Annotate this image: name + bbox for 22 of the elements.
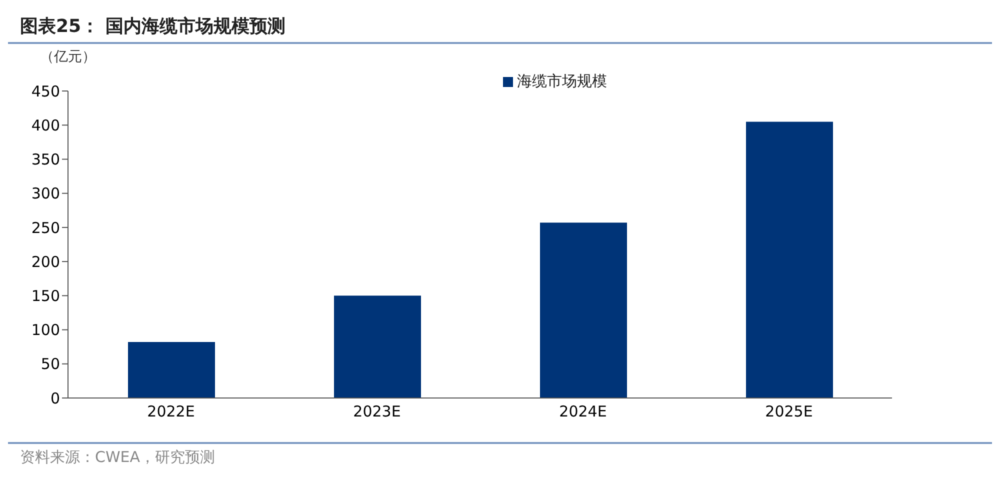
- y-tick-label: 0: [50, 389, 60, 408]
- y-tick-label: 100: [31, 321, 60, 340]
- x-tick-label: 2024E: [559, 402, 607, 421]
- bar: [540, 222, 627, 398]
- x-tick-label: 2022E: [147, 402, 195, 421]
- text: 资料来源：CWEA，研究预测: [20, 448, 216, 467]
- y-axis-title: （亿元）: [40, 48, 97, 67]
- x-tick-label: 2025E: [765, 402, 813, 421]
- y-tick-label: 250: [31, 218, 60, 237]
- bar: [128, 342, 215, 398]
- y-tick-label: 300: [31, 184, 60, 203]
- y-tick-label: 350: [31, 150, 60, 169]
- y-tick-label: 150: [31, 286, 60, 305]
- chart-title: 图表25： 国内海缆市场规模预测: [8, 8, 992, 44]
- legend-label: 海缆市场规模: [517, 72, 607, 90]
- x-tick-label: 2023E: [353, 402, 401, 421]
- y-tick-label: 200: [31, 252, 60, 271]
- bar: [746, 122, 833, 398]
- bar: [334, 296, 421, 398]
- y-tick-label: 400: [31, 116, 60, 134]
- y-tick-label: 50: [40, 355, 60, 374]
- y-tick-label: 450: [31, 82, 60, 100]
